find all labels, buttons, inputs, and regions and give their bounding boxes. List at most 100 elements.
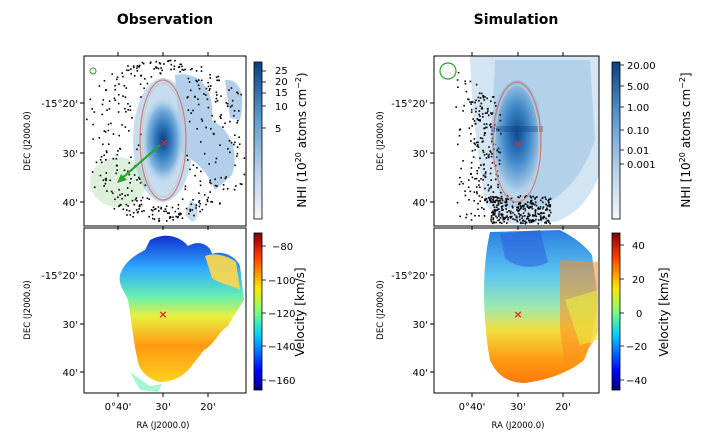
point-source bbox=[470, 219, 473, 221]
point-source bbox=[192, 109, 194, 112]
point-source bbox=[208, 163, 210, 165]
point-source bbox=[506, 204, 508, 206]
point-source bbox=[509, 211, 512, 214]
point-source bbox=[92, 138, 94, 140]
point-source bbox=[516, 219, 518, 222]
point-source bbox=[537, 219, 540, 221]
point-source bbox=[127, 108, 129, 111]
point-source bbox=[475, 107, 477, 110]
point-source bbox=[122, 75, 124, 78]
point-source bbox=[172, 218, 174, 221]
point-source bbox=[470, 103, 472, 105]
point-source bbox=[525, 221, 527, 224]
point-source bbox=[193, 214, 195, 217]
point-source bbox=[128, 162, 131, 164]
point-source bbox=[189, 208, 191, 211]
point-source bbox=[532, 215, 534, 217]
point-source bbox=[496, 196, 498, 198]
point-source bbox=[464, 82, 467, 85]
sim-nhi-tick-20: 20.00 bbox=[627, 61, 656, 72]
point-source bbox=[534, 201, 537, 204]
point-source bbox=[499, 202, 502, 204]
point-source bbox=[490, 215, 493, 217]
point-source bbox=[139, 204, 141, 206]
point-source bbox=[214, 161, 217, 164]
point-source bbox=[531, 219, 533, 222]
point-source bbox=[207, 85, 210, 88]
point-source bbox=[496, 216, 499, 219]
point-source bbox=[474, 214, 476, 217]
point-source bbox=[549, 211, 552, 214]
point-source bbox=[118, 83, 120, 85]
point-source bbox=[494, 105, 497, 107]
point-source bbox=[475, 83, 478, 86]
point-source bbox=[521, 217, 523, 220]
point-source bbox=[226, 102, 229, 105]
point-source bbox=[118, 204, 121, 207]
point-source bbox=[107, 123, 110, 126]
point-source bbox=[111, 192, 114, 195]
obs-velocity-colorbar: −80 −100 −120 −140 −160 Velocity [km/s] bbox=[253, 232, 307, 391]
point-source bbox=[136, 148, 138, 151]
point-source bbox=[215, 94, 218, 96]
sim-nhi-tick-0.1: 0.10 bbox=[627, 126, 649, 137]
point-source bbox=[93, 186, 96, 189]
point-source bbox=[483, 132, 486, 134]
point-source bbox=[493, 213, 496, 216]
point-source bbox=[490, 133, 493, 136]
point-source bbox=[115, 78, 118, 81]
point-source bbox=[491, 201, 494, 204]
point-source bbox=[522, 222, 524, 224]
point-source bbox=[486, 97, 488, 100]
point-source bbox=[506, 215, 508, 217]
point-source bbox=[484, 199, 486, 202]
point-source bbox=[113, 207, 116, 210]
point-source bbox=[108, 108, 111, 110]
point-source bbox=[494, 209, 497, 212]
point-source bbox=[165, 220, 168, 222]
point-source bbox=[510, 197, 513, 199]
point-source bbox=[504, 217, 506, 220]
sim-vel-ra-tick-2: 30' bbox=[510, 402, 525, 413]
point-source bbox=[544, 196, 546, 199]
point-source bbox=[205, 126, 207, 129]
point-source bbox=[470, 101, 473, 103]
point-source bbox=[133, 174, 136, 176]
point-source bbox=[487, 110, 489, 112]
point-source bbox=[493, 206, 496, 209]
point-source bbox=[497, 203, 500, 206]
point-source bbox=[518, 202, 521, 204]
point-source bbox=[458, 183, 461, 186]
point-source bbox=[179, 63, 182, 66]
point-source bbox=[545, 207, 548, 210]
point-source bbox=[466, 213, 468, 216]
sim-vel-tick-0: 0 bbox=[636, 309, 642, 320]
point-source bbox=[522, 206, 525, 208]
obs-nhi-panel: × -15°20' 30' 40' DEC (J2000.0) bbox=[23, 52, 247, 230]
obs-center-marker: × bbox=[160, 138, 168, 149]
obs-vel-colorbar-label: Velocity [km/s] bbox=[293, 267, 307, 356]
point-source bbox=[198, 199, 201, 202]
point-source bbox=[476, 144, 479, 146]
point-source bbox=[492, 191, 495, 193]
point-source bbox=[157, 67, 160, 70]
point-source bbox=[215, 97, 218, 100]
point-source bbox=[499, 119, 502, 122]
point-source bbox=[477, 96, 480, 99]
sim-vel-dec-tick-3: 40' bbox=[413, 368, 428, 379]
point-source bbox=[490, 218, 492, 221]
point-source bbox=[238, 110, 240, 112]
point-source bbox=[228, 89, 230, 91]
point-source bbox=[159, 72, 162, 75]
point-source bbox=[106, 109, 108, 111]
point-source bbox=[520, 214, 522, 216]
point-source bbox=[518, 216, 521, 218]
point-source bbox=[126, 214, 128, 216]
point-source bbox=[472, 118, 474, 120]
point-source bbox=[228, 140, 231, 142]
point-source bbox=[159, 63, 162, 65]
point-source bbox=[500, 195, 503, 198]
point-source bbox=[505, 200, 508, 202]
point-source bbox=[158, 62, 161, 64]
point-source bbox=[478, 186, 481, 189]
